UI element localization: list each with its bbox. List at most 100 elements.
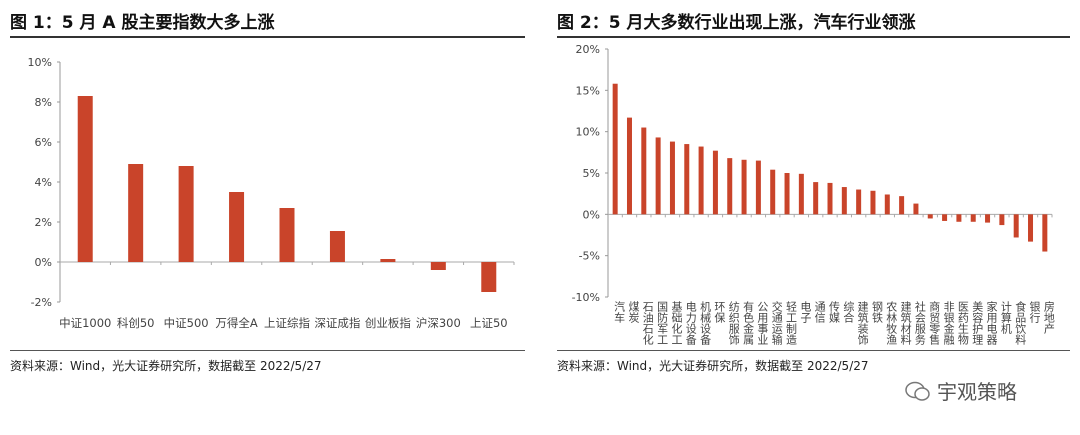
x-tick-label: 创业板指: [365, 316, 411, 330]
x-tick-label: 深证成指: [314, 316, 360, 330]
x-tick-label: 社会服务: [913, 300, 926, 345]
x-tick-label: 医药生物: [956, 301, 969, 345]
bar-深证成指: [329, 231, 345, 262]
x-tick-label: 国防军工: [656, 301, 669, 345]
bar-综合: [841, 187, 847, 215]
x-tick-label: 房地产: [1042, 301, 1055, 335]
x-tick-label: 中证500: [164, 316, 209, 330]
bar-万得全A: [229, 192, 245, 262]
y-tick-label: 8%: [35, 96, 52, 109]
x-tick-label: 建筑装饰: [856, 300, 869, 345]
x-tick-label: 电力设备: [684, 301, 697, 346]
bar-通信: [813, 182, 819, 215]
x-tick-label: 农林牧渔: [885, 300, 898, 346]
source-note-2: 资料来源：Wind，光大证券研究所，数据截至 2022/5/27: [557, 359, 869, 373]
bar-轻工制造: [784, 173, 790, 215]
y-tick-label: -10%: [572, 291, 600, 304]
chart1-title: 图 1：5 月 A 股主要指数大多上涨: [10, 13, 275, 33]
bar-非银金融: [942, 214, 948, 221]
bar-煤炭: [626, 117, 632, 215]
y-tick-label: 10%: [28, 56, 52, 69]
watermark: 宇观策略: [905, 376, 1017, 405]
bar-钢铁: [870, 190, 876, 215]
bar-电力设备: [684, 144, 690, 215]
x-tick-label: 煤炭: [627, 301, 640, 324]
x-tick-label: 纺织服饰: [727, 300, 740, 345]
chart2-title: 图 2：5 月大多数行业出现上涨，汽车行业领涨: [557, 13, 916, 33]
x-tick-label: 综合: [842, 300, 855, 323]
bar-创业板指: [380, 259, 396, 262]
bar-汽车: [612, 83, 618, 215]
x-tick-label: 上证综指: [264, 316, 310, 330]
x-tick-label: 有色金属: [742, 300, 755, 346]
bar-建筑装饰: [856, 189, 862, 215]
bar-石油石化: [641, 127, 647, 215]
x-tick-label: 通信: [813, 301, 826, 324]
x-tick-label: 家用电器: [985, 300, 998, 346]
bar-上证综指: [279, 208, 295, 262]
x-tick-label: 传媒: [828, 301, 841, 324]
bar-传媒: [827, 182, 833, 215]
watermark-text: 宇观策略: [937, 380, 1017, 404]
bar-农林牧渔: [884, 194, 890, 215]
title-rule-2: [557, 36, 1070, 38]
bar-美容护理: [970, 214, 976, 222]
bar-家用电器: [985, 214, 991, 223]
bar-建筑材料: [899, 196, 905, 215]
y-tick-label: -5%: [579, 250, 600, 263]
bar-基础化工: [669, 141, 675, 215]
x-tick-label: 美容护理: [971, 301, 984, 345]
y-tick-label: 0%: [35, 256, 52, 269]
x-tick-label: 万得全A: [215, 316, 257, 330]
x-tick-label: 石油石化: [641, 301, 654, 346]
y-tick-label: 20%: [576, 43, 600, 56]
bar-纺织服饰: [727, 158, 733, 215]
y-tick-label: 10%: [576, 126, 600, 139]
x-tick-label: 汽车: [613, 300, 626, 324]
bar-银行: [1028, 214, 1034, 242]
x-tick-label: 环保: [713, 301, 726, 324]
bar-中证500: [178, 166, 194, 262]
bottom-rule-2: [557, 350, 1070, 351]
x-tick-label: 科创50: [117, 316, 155, 330]
x-tick-label: 非银金融: [942, 301, 955, 346]
bar-国防军工: [655, 137, 661, 215]
x-tick-label: 中证1000: [59, 316, 111, 330]
x-tick-label: 交通运输: [770, 300, 783, 346]
bar-社会服务: [913, 203, 919, 215]
bar-中证1000: [77, 96, 93, 262]
x-tick-label: 沪深300: [416, 316, 461, 330]
bar-计算机: [999, 214, 1005, 226]
bar-医药生物: [956, 214, 962, 222]
x-tick-label: 公用事业: [756, 301, 769, 345]
bar-商贸零售: [927, 214, 933, 219]
wechat-icon: [905, 381, 930, 401]
source-note-1: 资料来源：Wind，光大证券研究所，数据截至 2022/5/27: [10, 359, 322, 373]
bar-食品饮料: [1013, 214, 1019, 238]
x-tick-label: 轻工制造: [785, 300, 798, 345]
x-tick-label: 计算机: [999, 301, 1012, 334]
title-rule-1: [10, 36, 525, 38]
y-tick-label: 15%: [576, 84, 600, 97]
x-tick-label: 机械设备: [699, 300, 712, 346]
x-tick-label: 建筑材料: [899, 300, 912, 346]
bar-上证50: [481, 262, 497, 292]
bar-有色金属: [741, 159, 747, 215]
bar-机械设备: [698, 146, 704, 215]
y-tick-label: 0%: [583, 208, 600, 221]
bottom-rule-1: [10, 350, 525, 351]
bar-沪深300: [430, 262, 446, 270]
y-tick-label: 6%: [35, 136, 52, 149]
bar-公用事业: [755, 160, 761, 215]
bar-电子: [798, 173, 804, 215]
x-tick-label: 基础化工: [670, 301, 683, 345]
x-tick-label: 电子: [799, 301, 812, 323]
x-tick-label: 银行: [1028, 300, 1041, 324]
x-tick-label: 食品饮料: [1014, 300, 1027, 346]
bar-环保: [712, 150, 718, 215]
x-tick-label: 商贸零售: [928, 300, 941, 346]
y-tick-label: -2%: [31, 296, 52, 309]
bar-科创50: [128, 164, 144, 262]
bar-交通运输: [770, 169, 776, 215]
